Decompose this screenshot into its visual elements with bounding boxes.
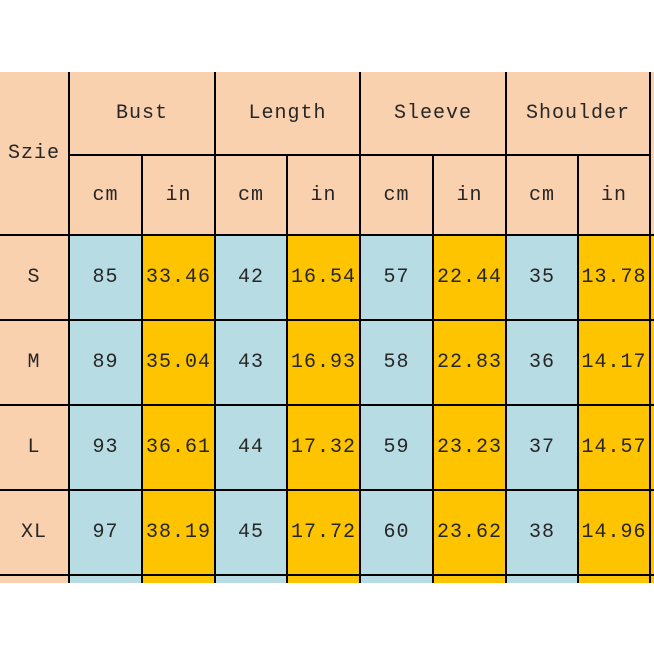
table-row-m: M 89 35.04 43 16.93 58 22.83 36 14.17 xyxy=(0,319,654,406)
unit-shoulder-in: in xyxy=(577,154,652,236)
unit-sleeve-in: in xyxy=(432,154,508,236)
unit-bust-cm: cm xyxy=(68,154,143,236)
size-header-cell: Szie xyxy=(0,72,70,236)
table-row-cutoff xyxy=(0,574,654,583)
header-sleeve: Sleeve xyxy=(359,72,508,156)
cell-sleeve-in: 22.44 xyxy=(432,234,508,321)
cell-cutoff xyxy=(649,234,654,321)
cell-shoulder-in: 14.57 xyxy=(577,404,652,491)
table-row-l: L 93 36.61 44 17.32 59 23.23 37 14.57 xyxy=(0,404,654,491)
cell-shoulder-in: 14.96 xyxy=(577,489,652,576)
size-chart-viewport: Szie Bust Length Sleeve Shoulder cm in c… xyxy=(0,72,654,583)
cell-cutoff xyxy=(214,574,289,583)
unit-bust-in: in xyxy=(140,154,217,236)
cell-bust-cm: 93 xyxy=(68,404,143,491)
cell-sleeve-in: 22.83 xyxy=(432,319,508,406)
cell-length-in: 16.93 xyxy=(286,319,362,406)
table-row-xl: XL 97 38.19 45 17.72 60 23.62 38 14.96 xyxy=(0,489,654,576)
cell-bust-in: 36.61 xyxy=(140,404,217,491)
cell-shoulder-in: 14.17 xyxy=(577,319,652,406)
unit-sleeve-cm: cm xyxy=(359,154,435,236)
cell-cutoff xyxy=(505,574,580,583)
cell-shoulder-in: 13.78 xyxy=(577,234,652,321)
unit-length-in: in xyxy=(286,154,362,236)
cell-length-cm: 44 xyxy=(214,404,289,491)
cell-length-cm: 43 xyxy=(214,319,289,406)
header-bust: Bust xyxy=(67,72,217,156)
cell-cutoff xyxy=(286,574,362,583)
header-group-row: Szie Bust Length Sleeve Shoulder xyxy=(0,72,654,236)
cell-shoulder-cm: 37 xyxy=(505,404,580,491)
cell-cutoff xyxy=(0,574,70,583)
cell-sleeve-in: 23.23 xyxy=(432,404,508,491)
header-units-row: cm in cm in cm in cm in xyxy=(0,154,654,236)
unit-length-cm: cm xyxy=(214,154,289,236)
cell-bust-in: 33.46 xyxy=(140,234,217,321)
header-cutoff-cell xyxy=(649,72,654,236)
cell-cutoff xyxy=(649,489,654,576)
size-label: L xyxy=(0,404,70,491)
cell-cutoff xyxy=(68,574,143,583)
cell-sleeve-cm: 58 xyxy=(359,319,435,406)
cell-sleeve-in: 23.62 xyxy=(432,489,508,576)
cell-shoulder-cm: 38 xyxy=(505,489,580,576)
size-label: S xyxy=(0,234,70,321)
size-label: M xyxy=(0,319,70,406)
size-chart-table: Szie Bust Length Sleeve Shoulder cm in c… xyxy=(0,72,654,583)
cell-bust-cm: 97 xyxy=(68,489,143,576)
cell-shoulder-cm: 36 xyxy=(505,319,580,406)
cell-cutoff xyxy=(432,574,508,583)
cell-cutoff xyxy=(140,574,217,583)
cell-bust-in: 38.19 xyxy=(140,489,217,576)
cell-sleeve-cm: 60 xyxy=(359,489,435,576)
cell-bust-cm: 89 xyxy=(68,319,143,406)
cell-length-in: 17.32 xyxy=(286,404,362,491)
cell-cutoff xyxy=(359,574,435,583)
cell-sleeve-cm: 57 xyxy=(359,234,435,321)
cell-bust-in: 35.04 xyxy=(140,319,217,406)
cell-cutoff xyxy=(577,574,652,583)
cell-length-in: 17.72 xyxy=(286,489,362,576)
header-shoulder: Shoulder xyxy=(505,72,652,156)
cell-cutoff xyxy=(649,319,654,406)
cell-length-cm: 45 xyxy=(214,489,289,576)
cell-cutoff xyxy=(649,404,654,491)
cell-cutoff xyxy=(649,574,654,583)
cell-shoulder-cm: 35 xyxy=(505,234,580,321)
table-row-s: S 85 33.46 42 16.54 57 22.44 35 13.78 xyxy=(0,234,654,321)
unit-shoulder-cm: cm xyxy=(505,154,580,236)
size-label: XL xyxy=(0,489,70,576)
header-length: Length xyxy=(214,72,362,156)
cell-length-cm: 42 xyxy=(214,234,289,321)
cell-length-in: 16.54 xyxy=(286,234,362,321)
cell-bust-cm: 85 xyxy=(68,234,143,321)
cell-sleeve-cm: 59 xyxy=(359,404,435,491)
